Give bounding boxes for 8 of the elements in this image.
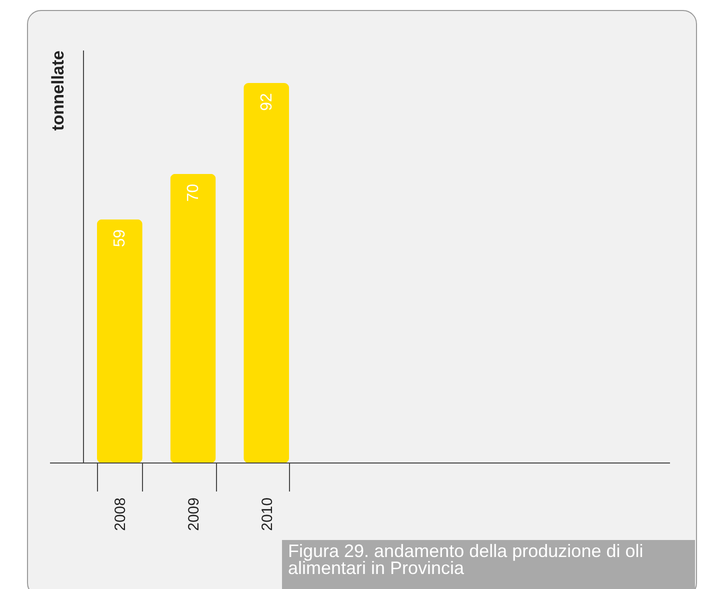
data-label: 92 bbox=[258, 92, 276, 111]
x-tick-label: 2009 bbox=[186, 498, 202, 531]
x-tick-label: 2010 bbox=[258, 498, 276, 531]
x-tick-label: 2008 bbox=[112, 498, 130, 531]
text: Figura 29. andamento della produzione di oli alimentari in Provincia bbox=[282, 540, 695, 589]
y-axis-title: tonnellate bbox=[48, 50, 68, 131]
data-label: 70 bbox=[185, 184, 202, 202]
data-label: 59 bbox=[112, 229, 129, 248]
